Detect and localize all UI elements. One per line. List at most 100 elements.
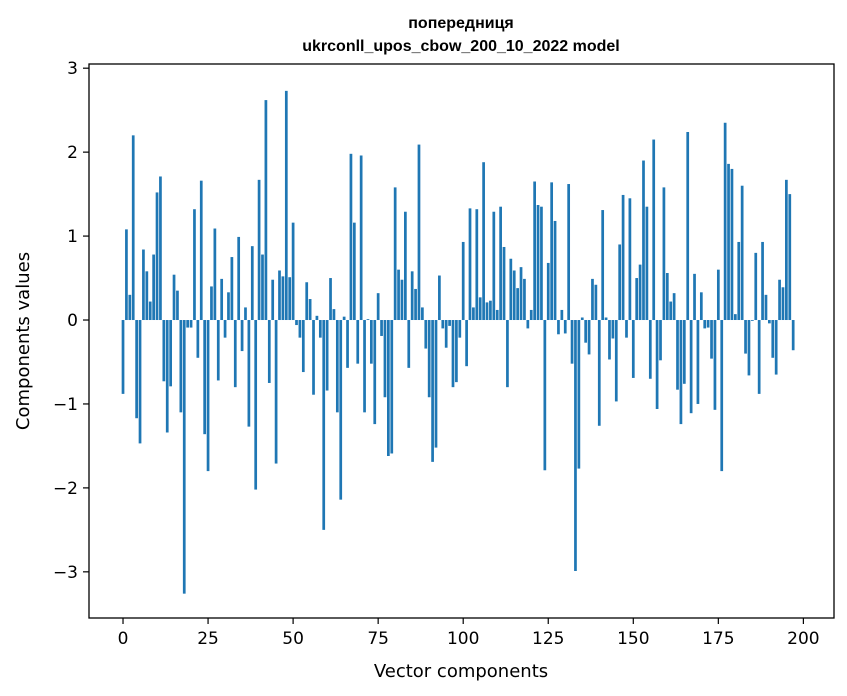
bar — [274, 320, 278, 464]
bar — [352, 222, 356, 321]
bar — [172, 274, 176, 321]
bar — [604, 317, 608, 321]
bar — [502, 246, 506, 321]
x-tick-label: 200 — [787, 629, 819, 649]
bar — [672, 293, 676, 321]
bar — [723, 122, 727, 321]
bar — [771, 320, 775, 358]
bar — [509, 258, 513, 321]
bar — [523, 278, 526, 321]
bar — [288, 277, 292, 321]
bar — [393, 187, 397, 321]
x-tick-label: 175 — [702, 629, 734, 649]
bar — [216, 320, 220, 381]
bar — [152, 254, 155, 321]
bar — [611, 320, 615, 339]
bar — [567, 184, 571, 321]
y-tick-label: 3 — [67, 59, 78, 79]
bar — [247, 320, 251, 427]
bar — [148, 301, 152, 321]
bar — [754, 252, 758, 321]
bar — [461, 241, 465, 321]
bar — [475, 209, 479, 321]
bar — [438, 275, 441, 321]
bar — [744, 320, 747, 354]
bar — [186, 320, 190, 328]
bar — [512, 270, 516, 321]
bar — [220, 278, 224, 321]
bar — [335, 320, 339, 413]
bar — [628, 198, 632, 321]
bar — [308, 299, 312, 321]
bar — [665, 273, 669, 321]
bar — [506, 320, 509, 388]
bar — [176, 290, 179, 321]
bar — [478, 297, 482, 321]
bar — [421, 307, 424, 321]
bar — [223, 320, 227, 338]
bar — [417, 144, 421, 321]
bar — [380, 320, 383, 336]
bar — [250, 246, 254, 321]
x-axis-label: Vector components — [374, 661, 548, 682]
bar — [696, 320, 700, 404]
y-tick-label: −3 — [53, 563, 78, 583]
x-tick-label: 0 — [118, 629, 129, 649]
bar — [397, 269, 400, 321]
bar — [131, 135, 135, 321]
bar — [618, 244, 622, 321]
bar — [635, 278, 639, 321]
bar — [764, 294, 768, 321]
bar — [254, 320, 258, 490]
bar — [162, 320, 166, 382]
bar — [404, 211, 407, 321]
bar — [750, 320, 754, 321]
bar — [203, 320, 207, 435]
bar — [788, 194, 792, 321]
bar — [363, 320, 366, 413]
bar — [155, 192, 159, 321]
bar — [482, 162, 485, 321]
bar — [121, 320, 125, 394]
bar — [591, 278, 594, 321]
bar — [199, 180, 203, 321]
y-tick-label: −2 — [53, 479, 78, 499]
bar — [553, 220, 557, 321]
bar — [240, 320, 244, 352]
bar — [278, 270, 281, 321]
bar — [733, 314, 737, 321]
bar — [652, 139, 656, 321]
bar — [587, 320, 591, 355]
bar — [757, 320, 761, 394]
bar — [444, 320, 448, 348]
bar — [349, 153, 353, 321]
bar — [427, 320, 431, 398]
bar — [261, 254, 264, 321]
bar — [356, 320, 360, 364]
bar — [325, 320, 329, 391]
y-tick-label: 0 — [67, 311, 78, 331]
bar — [267, 320, 271, 383]
bar — [298, 320, 302, 338]
bar — [785, 179, 788, 321]
y-tick-label: −1 — [53, 395, 78, 415]
y-axis-ticks: −3 −2 −1 0 1 2 3 — [53, 59, 89, 583]
bar — [703, 320, 707, 329]
bar — [230, 257, 234, 321]
bar — [332, 309, 336, 321]
bar — [747, 320, 751, 376]
bar — [196, 320, 200, 358]
bar — [284, 90, 288, 321]
bar — [179, 320, 183, 413]
bar — [434, 320, 438, 448]
bar — [138, 320, 142, 444]
bar — [407, 320, 411, 368]
bar — [318, 320, 322, 338]
bar — [128, 294, 132, 321]
bar — [519, 267, 523, 321]
bar — [642, 160, 645, 321]
bar — [315, 315, 319, 321]
bar — [135, 320, 138, 419]
y-axis-label: Components values — [13, 252, 34, 430]
